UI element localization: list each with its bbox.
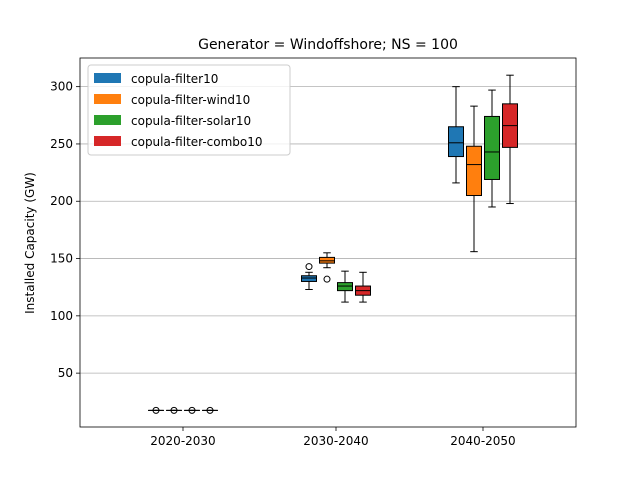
legend-label: copula-filter10 (131, 72, 218, 86)
legend-swatch (94, 136, 121, 146)
y-tick-label: 250 (50, 137, 73, 151)
series-copula-filter10 (148, 86, 464, 414)
outlier-point (323, 275, 331, 283)
x-tick-label: 2030-2040 (303, 434, 368, 448)
y-tick-label: 50 (58, 366, 73, 380)
outlier-point (152, 406, 160, 414)
box-series (148, 74, 518, 414)
plot-frame (79, 57, 577, 428)
box (337, 282, 353, 292)
outlier-point (206, 406, 214, 414)
x-tick-label: 2040-2050 (450, 434, 515, 448)
axis-ticks: 50 100 150 200 250 300 2020-2030 2030-2040 2040-… (50, 80, 516, 448)
box (448, 126, 464, 158)
series-copula-filter-wind10 (166, 105, 482, 414)
outlier-point (188, 406, 196, 414)
legend-label: copula-filter-wind10 (131, 93, 250, 107)
legend-swatch (94, 73, 121, 83)
series-copula-filter-solar10 (184, 89, 500, 414)
outlier-point (170, 406, 178, 414)
legend-swatch (94, 94, 121, 104)
legend: copula-filter10 copula-filter-wind10 copul… (87, 64, 291, 156)
box (484, 115, 500, 180)
x-tick-label: 2020-2030 (150, 434, 215, 448)
chart-title: Generator = Windoffshore; NS = 100 (198, 37, 458, 53)
series-copula-filter-combo10 (202, 74, 518, 414)
box (301, 275, 317, 282)
y-tick-label: 150 (50, 252, 73, 266)
y-axis-title: Installed Capacity (GW) (23, 172, 37, 314)
box (466, 145, 482, 197)
y-tick-label: 300 (50, 80, 73, 94)
box (319, 256, 335, 264)
outlier-point (305, 263, 313, 271)
legend-label: copula-filter-solar10 (131, 114, 251, 128)
y-tick-label: 100 (50, 309, 73, 323)
legend-frame (87, 64, 291, 156)
legend-label: copula-filter-combo10 (131, 135, 263, 149)
legend-swatch (94, 115, 121, 125)
y-tick-label: 200 (50, 194, 73, 208)
